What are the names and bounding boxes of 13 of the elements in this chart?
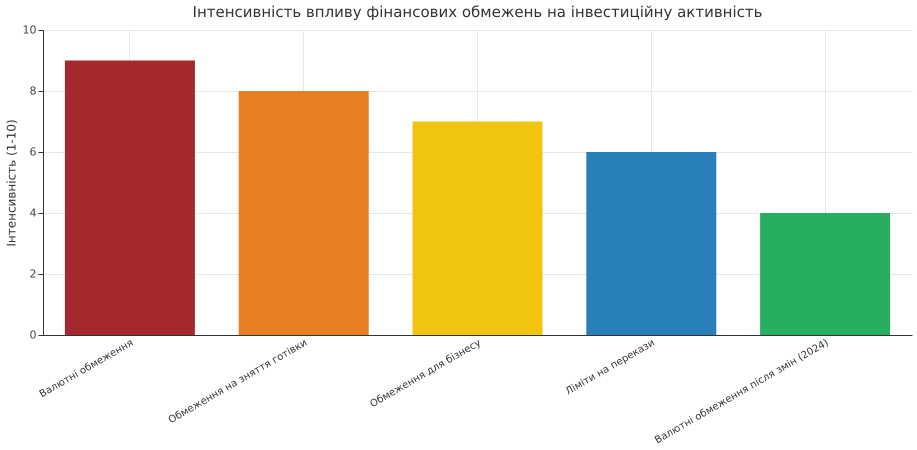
- bar: [412, 122, 542, 335]
- y-tick-label: 2: [30, 268, 36, 280]
- y-tick-label: 0: [30, 328, 36, 342]
- y-axis-title: Інтенсивність (1-10): [4, 119, 19, 247]
- bar: [760, 213, 890, 335]
- bar: [586, 152, 716, 335]
- y-tick-label: 6: [30, 146, 36, 158]
- bar: [64, 60, 195, 335]
- y-tick-label: 8: [30, 84, 36, 98]
- y-tick-label: 10: [22, 24, 36, 36]
- y-tick-label: 4: [30, 206, 36, 220]
- chart-title: Інтенсивність впливу фінансових обмежень на інвестиційну активність: [192, 3, 762, 21]
- bar: [238, 91, 369, 335]
